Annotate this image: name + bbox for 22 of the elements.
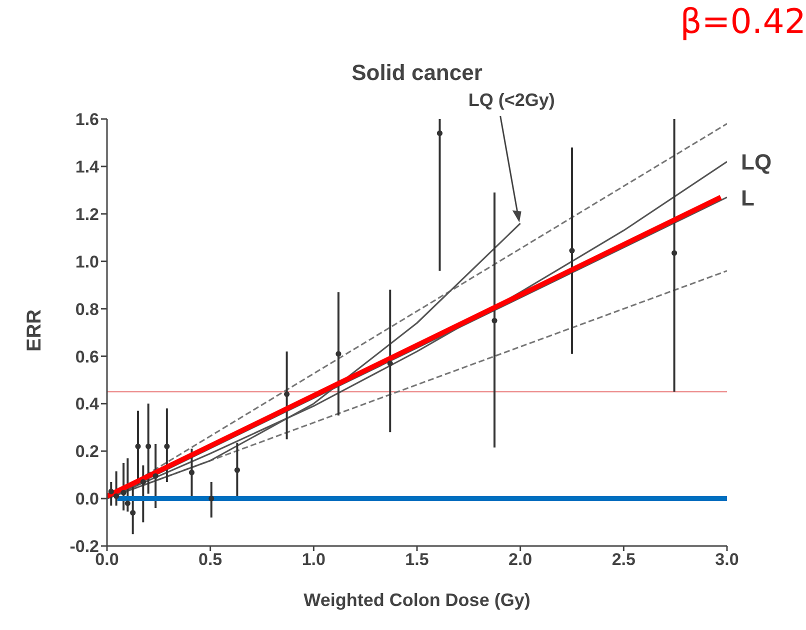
- y-tick-label: 1.6: [75, 110, 99, 130]
- x-axis-title: Weighted Colon Dose (Gy): [302, 590, 532, 611]
- y-tick-label: 0.8: [75, 300, 99, 319]
- y-tick-label: 0.0: [75, 490, 99, 509]
- y-tick-label: 1.4: [75, 157, 100, 176]
- y-tick-label: 0.6: [75, 347, 99, 366]
- y-tick-label: 0.4: [75, 394, 100, 414]
- x-tick-label: 3.0: [715, 550, 739, 570]
- x-tick-label: 1.0: [302, 550, 326, 570]
- y-tick-label: 1.0: [75, 252, 99, 272]
- x-tick-label: 2.5: [612, 550, 636, 570]
- y-tick-label: 0.2: [75, 442, 99, 462]
- y-tick-label: 1.2: [75, 204, 99, 224]
- annotation: LQ (<2Gy): [468, 90, 555, 111]
- x-tick-label: 1.5: [405, 550, 429, 570]
- series-label: L: [741, 185, 754, 210]
- series-label: LQ: [741, 150, 772, 175]
- text: β=0.42: [680, 2, 806, 42]
- chart-title: Solid cancer: [350, 60, 484, 86]
- y-axis-title: ERR: [24, 308, 47, 352]
- x-tick-label: 2.0: [508, 550, 532, 570]
- x-tick-label: 0.5: [198, 550, 222, 570]
